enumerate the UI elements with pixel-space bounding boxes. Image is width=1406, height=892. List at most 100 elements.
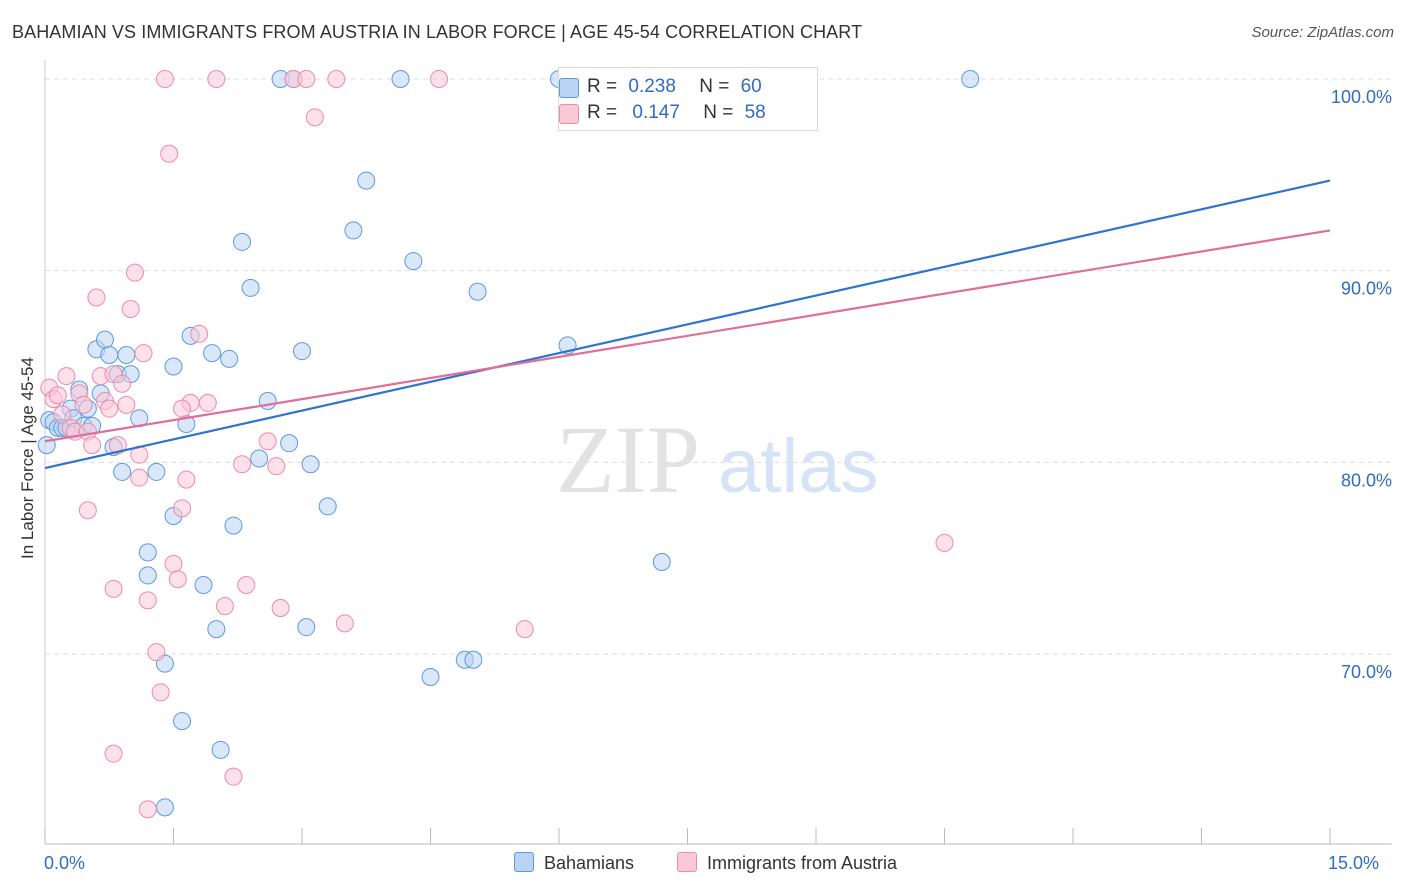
bahamian-point — [95, 330, 114, 349]
bahamian-point — [344, 221, 363, 240]
legend-row-bahamians: R = 0.238 N = 60 — [559, 76, 762, 100]
trend-lines — [44, 179, 1331, 470]
austria-point — [100, 399, 119, 418]
bahamian-point — [233, 232, 252, 251]
bahamian-point — [961, 70, 980, 88]
x-axis-min-label: 0.0% — [44, 853, 86, 873]
bahamian-point — [207, 620, 226, 639]
bahamian-point — [468, 282, 487, 301]
watermark-zip: ZIP — [556, 406, 700, 513]
y-tick-label: 80.0% — [1341, 470, 1392, 490]
legend-swatch-pink — [559, 104, 579, 124]
bahamian-point — [100, 346, 119, 364]
bahamian-point — [113, 462, 132, 481]
bahamian-point — [404, 252, 423, 271]
austria-point — [177, 470, 196, 489]
bahamian-point — [220, 349, 239, 368]
bahamian-point — [164, 357, 183, 376]
legend-r-label: R = — [587, 76, 618, 97]
bahamian-point — [211, 740, 230, 759]
austria-point — [305, 108, 324, 127]
austria-point — [168, 570, 187, 589]
bahamian-point — [155, 798, 174, 817]
bahamian-point — [297, 618, 316, 637]
legend-r-label: R = — [587, 102, 618, 123]
bahamian-point — [357, 171, 376, 190]
legend-item-austria: Immigrants from Austria — [677, 852, 897, 876]
austria-point — [164, 554, 183, 573]
austria-point — [134, 344, 153, 363]
austria-point — [87, 288, 106, 307]
austria-point — [108, 436, 127, 455]
austria-point — [237, 576, 256, 594]
legend-r-value: 0.238 — [628, 76, 676, 97]
bahamian-point — [117, 346, 136, 364]
bahamian-point — [652, 553, 671, 571]
legend-r-value: 0.147 — [632, 102, 680, 123]
austria-point — [515, 620, 534, 639]
austria-point — [57, 367, 76, 386]
watermark: ZIP atlas — [556, 406, 879, 513]
austria-point — [258, 432, 277, 451]
y-tick-labels: 100.0% 90.0% 80.0% 70.0% — [1331, 87, 1392, 682]
bahamian-point — [258, 392, 277, 410]
y-tick-label: 100.0% — [1331, 87, 1392, 107]
austria-point — [125, 263, 144, 282]
bahamian-point — [421, 668, 440, 686]
austria-point — [327, 70, 346, 88]
austria-point — [335, 614, 354, 633]
austria-point — [190, 324, 209, 343]
bahamian-point — [147, 462, 166, 481]
legend-item-bahamians: Bahamians — [514, 852, 634, 876]
source-label: Source: ZipAtlas.com — [1251, 24, 1394, 41]
austria-point — [297, 70, 316, 88]
bahamian-point — [293, 342, 311, 361]
bahamian-point — [464, 650, 483, 669]
legend-n-value: 60 — [740, 76, 762, 97]
austria-point — [83, 436, 102, 455]
legend-swatch-austria — [677, 852, 697, 872]
x-axis-max-label: 15.0% — [1328, 853, 1380, 873]
legend-n-label: N = — [703, 102, 734, 123]
bahamian-point — [203, 344, 222, 363]
bahamian-point — [280, 434, 299, 453]
bahamian-point — [301, 455, 320, 474]
austria-point — [173, 499, 192, 518]
bahamian-point — [318, 497, 337, 516]
austria-point — [173, 399, 192, 418]
legend-n-value: 58 — [744, 102, 766, 123]
bahamian-trend-line — [44, 179, 1331, 470]
austria-point — [215, 597, 234, 616]
austria-point — [53, 405, 72, 424]
austria-point — [155, 70, 174, 88]
austria-point — [74, 395, 93, 414]
legend-swatch-bahamians — [514, 852, 534, 872]
stats-legend: R = 0.238 N = 60 R = 0.147 N = 58 — [558, 67, 818, 131]
austria-point — [78, 501, 97, 520]
bahamian-point — [138, 566, 157, 585]
austria-point — [207, 70, 226, 88]
austria-point — [104, 744, 123, 763]
austria-point — [935, 533, 954, 552]
austria-point — [138, 800, 157, 819]
legend-label-austria: Immigrants from Austria — [707, 853, 898, 873]
austria-point — [147, 643, 166, 662]
bahamian-point — [194, 576, 213, 594]
y-tick-label: 90.0% — [1341, 279, 1392, 299]
austria-point — [138, 591, 157, 610]
austria-point — [121, 300, 140, 318]
austria-point — [233, 455, 252, 474]
austria-point — [117, 395, 136, 414]
austria-point — [113, 374, 132, 393]
y-tick-label: 70.0% — [1341, 662, 1392, 682]
legend-label-bahamians: Bahamians — [544, 853, 635, 873]
austria-point — [430, 70, 449, 88]
austria-point — [130, 468, 149, 487]
austria-point — [198, 393, 217, 412]
bahamian-point — [138, 543, 157, 562]
legend-n-label: N = — [699, 76, 730, 97]
austria-point — [224, 767, 243, 786]
austria-trend-line — [44, 229, 1331, 443]
legend-row-austria: R = 0.147 N = 58 — [559, 102, 766, 126]
